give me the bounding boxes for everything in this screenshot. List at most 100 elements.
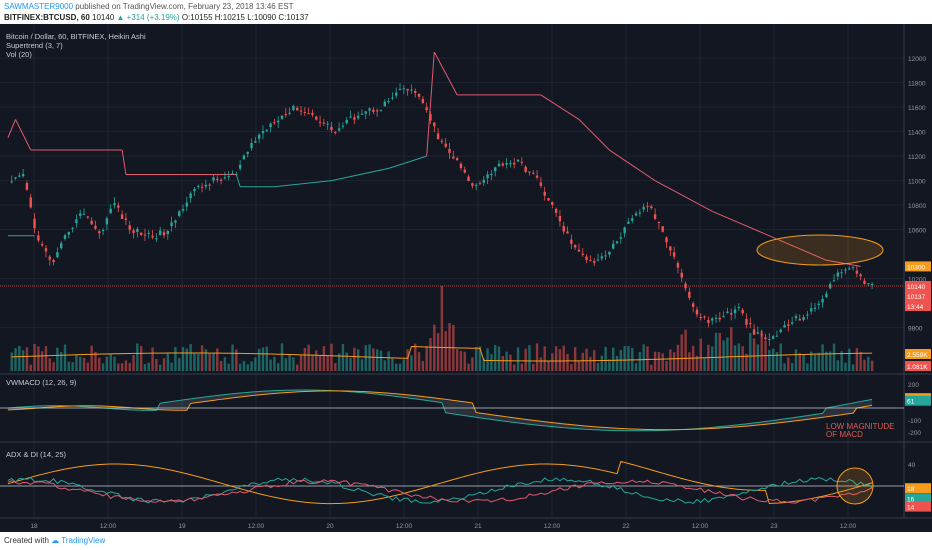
volume-bar <box>672 352 676 371</box>
volume-bar <box>273 356 276 371</box>
candle-body <box>859 274 862 277</box>
volume-bar <box>497 346 501 371</box>
time-tick-label: 19 <box>178 523 186 530</box>
candle-body <box>695 309 699 315</box>
candle-body <box>703 316 706 318</box>
candle-body <box>581 253 584 255</box>
time-tick-label: 12:00 <box>248 523 265 530</box>
candle-body <box>627 221 630 224</box>
badge-close-price: 10137 <box>907 294 925 301</box>
volume-bar <box>623 345 626 371</box>
macd-tick-label: -200 <box>908 430 921 437</box>
volume-bar <box>315 350 318 371</box>
supertrend-segment <box>15 119 32 151</box>
supertrend-segment <box>540 94 580 120</box>
candle-body <box>292 105 295 111</box>
volume-bar <box>566 353 569 371</box>
volume-bar <box>261 347 265 371</box>
candle-body <box>98 231 101 234</box>
tradingview-brand[interactable]: TradingView <box>61 536 106 545</box>
candle-body <box>219 179 223 181</box>
candle-body <box>745 318 748 325</box>
candle-body <box>798 318 801 321</box>
candle-body <box>223 177 227 179</box>
candle-body <box>452 156 455 159</box>
volume-bar <box>478 346 482 371</box>
candle-body <box>33 218 36 229</box>
volume-bar <box>326 355 329 371</box>
volume-bar <box>440 286 444 371</box>
candle-body <box>21 174 25 177</box>
volume-bar <box>509 354 512 371</box>
candle-body <box>535 175 539 178</box>
candle-body <box>650 206 653 209</box>
volume-bar <box>749 332 752 371</box>
horizontal-grid <box>0 57 904 329</box>
candle-body <box>326 123 329 125</box>
time-tick-label: 12:00 <box>692 523 709 530</box>
ohlc-values: O:10155 H:10215 L:10090 C:10137 <box>181 13 309 22</box>
candle-body <box>189 193 192 199</box>
volume-bar <box>155 358 158 371</box>
candle-body <box>181 209 185 211</box>
volume-bar <box>528 345 531 371</box>
volume-bar <box>124 360 128 371</box>
main-legend: Bitcoin / Dollar, 60, BITFINEX, Heikin A… <box>6 32 146 41</box>
candle-body <box>646 205 649 207</box>
time-tick-label: 22 <box>622 523 630 530</box>
volume-bar <box>193 353 196 371</box>
supertrend-segment <box>433 51 458 96</box>
volume-bar <box>634 363 638 371</box>
volume-bar <box>368 344 371 371</box>
candle-body <box>280 115 284 119</box>
candle-body <box>543 191 546 196</box>
candle-body <box>680 272 683 278</box>
candle-body <box>551 202 554 205</box>
candle-body <box>375 110 379 112</box>
volume-bar <box>158 364 162 371</box>
volume-bar <box>848 348 851 371</box>
candle-body <box>513 162 516 165</box>
candle-body <box>402 88 406 90</box>
candle-body <box>185 202 189 207</box>
volume-bar <box>417 352 421 371</box>
chart-background <box>0 24 932 532</box>
time-axis[interactable]: 18 12:00 19 12:00 20 12:00 21 12:00 22 12:00 23 12:… <box>30 523 856 530</box>
volume-bar <box>181 347 185 371</box>
candle-body <box>155 238 158 240</box>
volume-bar <box>147 362 150 371</box>
volume-bar <box>178 358 181 371</box>
volume-bar <box>303 348 307 371</box>
volume-bar <box>356 349 360 371</box>
candle-body <box>730 313 733 315</box>
volume-bar <box>627 346 630 371</box>
volume-bar <box>589 356 592 371</box>
volume-bar <box>802 354 805 371</box>
candle-body <box>315 116 318 120</box>
volume-bar <box>573 347 577 371</box>
publisher-link[interactable]: SAWMASTER9000 <box>4 2 74 11</box>
candle-body <box>151 235 154 238</box>
candle-body <box>817 303 820 305</box>
adx-line <box>7 460 873 505</box>
candle-body <box>486 174 489 179</box>
chart-canvas[interactable]: Bitcoin / Dollar, 60, BITFINEX, Heikin A… <box>0 24 932 532</box>
candle-body <box>779 329 782 332</box>
candle-body <box>29 197 32 208</box>
candle-body <box>764 337 767 340</box>
candle-body <box>429 114 432 121</box>
candle-body <box>532 172 535 174</box>
volume-bar <box>353 347 356 371</box>
vertical-grid <box>33 24 849 518</box>
volume-bar <box>421 361 425 371</box>
volume-bar <box>162 358 166 371</box>
volume-bar <box>360 359 364 371</box>
candle-body <box>391 97 394 99</box>
candle-body <box>387 101 390 103</box>
annotation-line2: OF MACD <box>826 430 863 439</box>
price-axis[interactable]: 12000 11800 11600 11400 11200 11000 10800 10600… <box>908 56 926 333</box>
candle-body <box>463 169 466 173</box>
candle-body <box>56 252 59 258</box>
candle-body <box>825 293 828 298</box>
candle-body <box>360 113 364 115</box>
